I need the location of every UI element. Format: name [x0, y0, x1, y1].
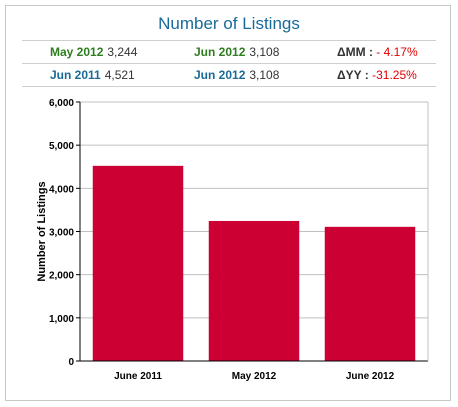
stat-value: 3,244	[107, 45, 138, 59]
chart-title: Number of Listings	[158, 14, 300, 33]
stat-value: 3,108	[249, 68, 280, 82]
stat-label: Jun 2011	[50, 68, 101, 82]
bars	[92, 165, 416, 361]
stat-b-label: Jun 2012 3,108	[194, 68, 279, 82]
bar	[208, 220, 300, 361]
y-tick-label: 5,000	[49, 141, 74, 152]
y-tick-label: 3,000	[49, 228, 74, 239]
stat-value: 3,108	[249, 45, 280, 59]
stat-label: Jun 2012	[194, 68, 246, 82]
delta-label: ΔMM :	[337, 45, 373, 59]
x-tick-label: June 2012	[346, 371, 395, 382]
stats-row-month-over-month: May 2012 3,244 Jun 2012 3,108 ΔMM : - 4.17…	[22, 40, 436, 63]
delta-value: - 4.17%	[376, 45, 418, 59]
stat-value: 4,521	[104, 68, 135, 82]
stat-a-label: Jun 2011 4,521	[50, 68, 135, 82]
stat-label: May 2012	[50, 45, 104, 59]
stat-label: Jun 2012	[194, 45, 246, 59]
bar	[92, 165, 184, 361]
bar	[324, 226, 416, 361]
y-tick-label: 1,000	[49, 314, 74, 325]
y-axis-label: Number of Listings	[36, 181, 48, 281]
stats-table: May 2012 3,244 Jun 2012 3,108 ΔMM : - 4.17…	[22, 40, 436, 87]
delta-value: -31.25%	[372, 68, 417, 82]
stat-b-label: Jun 2012 3,108	[194, 45, 279, 59]
x-tick-label: June 2011	[114, 371, 162, 382]
y-tick-label: 4,000	[49, 184, 74, 195]
y-tick-labels: 0 1,000 2,000 3,000 4,000 5,000 6,000	[49, 98, 80, 368]
stat-a-label: May 2012 3,244	[50, 45, 137, 59]
delta-mm: ΔMM : - 4.17%	[337, 45, 418, 59]
delta-yy: ΔYY : -31.25%	[337, 68, 417, 82]
x-tick-labels: June 2011 May 2012 June 2012	[114, 371, 395, 382]
y-tick-label: 2,000	[49, 271, 74, 282]
y-tick-label: 0	[68, 357, 74, 368]
y-tick-label: 6,000	[49, 98, 74, 109]
stats-row-year-over-year: Jun 2011 4,521 Jun 2012 3,108 ΔYY : -31.25…	[22, 63, 436, 87]
delta-label: ΔYY :	[337, 68, 369, 82]
x-tick-label: May 2012	[232, 371, 277, 382]
